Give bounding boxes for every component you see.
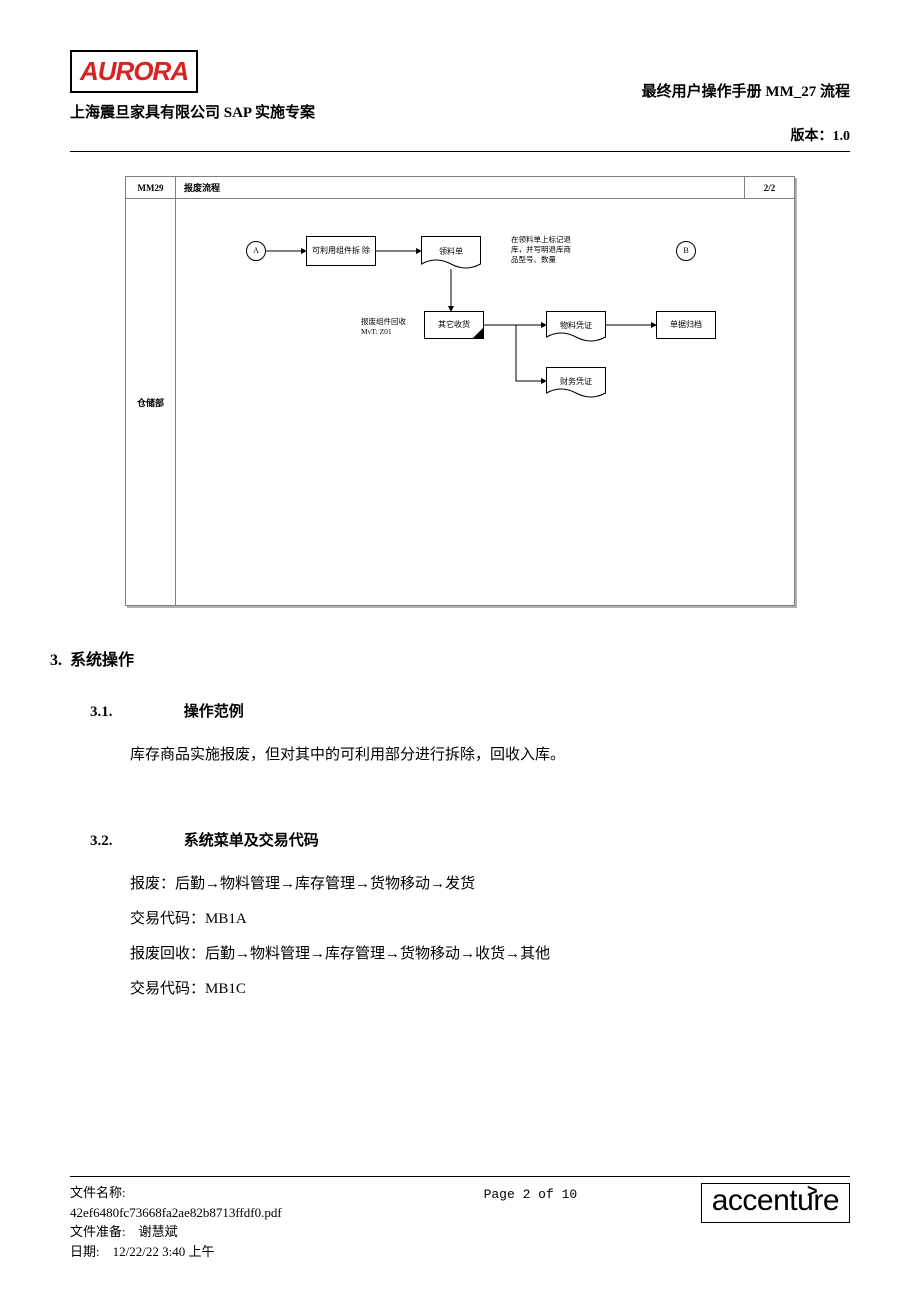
flow-node-doc2: 物料凭证: [546, 311, 606, 339]
footer-file-label: 文件名称:: [70, 1185, 126, 1200]
flow-node-doc1: 领料单: [421, 236, 481, 266]
accenture-logo: > accenture: [701, 1183, 850, 1223]
flow-node-B: B: [676, 241, 696, 261]
doc-title: 最终用户操作手册 MM_27 流程: [642, 80, 850, 101]
section-3-2-line: 报废回收：后勤→物料管理→库存管理→货物移动→收货→其他: [130, 942, 850, 963]
section-3-2-num: 3.2.: [90, 833, 180, 850]
flowchart: MM29 报废流程 2/2 仓储部 A 可利用组件拆 除 领料单 在领料单上标记退 …: [125, 176, 795, 606]
flow-title: 报废流程: [176, 177, 744, 199]
flow-page-indicator: 2/2: [744, 177, 794, 199]
section-3-2-heading: 3.2. 系统菜单及交易代码: [90, 829, 850, 850]
footer-date-value: 12/22/22 3:40 上午: [113, 1244, 215, 1259]
section-3-heading: 3. 系统操作: [50, 646, 850, 670]
footer-date-label: 日期:: [70, 1244, 100, 1259]
page-footer: 文件名称: 42ef6480fc73668fa2ae82b8713ffdf0.p…: [70, 1176, 850, 1261]
flow-node-n2: 其它收货: [424, 311, 484, 339]
footer-prep-value: 谢慧斌: [139, 1224, 178, 1239]
aurora-logo: AURORA: [70, 50, 198, 93]
footer-divider: [70, 1176, 850, 1177]
section-3-title: 系统操作: [70, 652, 134, 669]
flow-node-n3: 单据归档: [656, 311, 716, 339]
flow-lane-label: 仓储部: [126, 199, 176, 605]
section-3-1-body: 库存商品实施报废，但对其中的可利用部分进行拆除，回收入库。: [130, 743, 850, 769]
header-divider: [70, 151, 850, 152]
section-3-2-line: 报废：后勤→物料管理→库存管理→货物移动→发货: [130, 872, 850, 893]
footer-prep-label: 文件准备:: [70, 1224, 126, 1239]
section-3-1-num: 3.1.: [90, 704, 180, 721]
section-3-2-title: 系统菜单及交易代码: [184, 833, 319, 849]
section-3-1-title: 操作范例: [184, 704, 244, 720]
footer-file-name: 42ef6480fc73668fa2ae82b8713ffdf0.pdf: [70, 1205, 282, 1220]
section-3-num: 3.: [50, 652, 62, 669]
flow-node-A: A: [246, 241, 266, 261]
flow-node-note1: 在领料单上标记退 库，并写明退库商 品型号、数量: [511, 235, 571, 264]
footer-page-number: Page 2 of 10: [360, 1183, 701, 1202]
section-3-1-heading: 3.1. 操作范例: [90, 700, 850, 721]
section-3-2-line: 交易代码：MB1A: [130, 907, 850, 928]
company-name: 上海震旦家具有限公司 SAP 实施专案: [70, 101, 315, 122]
section-3-2-line: 交易代码：MB1C: [130, 977, 850, 998]
version-label: 版本：1.0: [642, 125, 850, 145]
accenture-logo-text: accenture: [712, 1184, 839, 1217]
flow-node-doc3: 财务凭证: [546, 367, 606, 395]
flow-code: MM29: [126, 177, 176, 199]
flow-node-note2: 报废组件回收 MvT: Z01: [361, 317, 406, 337]
flow-node-n1: 可利用组件拆 除: [306, 236, 376, 266]
